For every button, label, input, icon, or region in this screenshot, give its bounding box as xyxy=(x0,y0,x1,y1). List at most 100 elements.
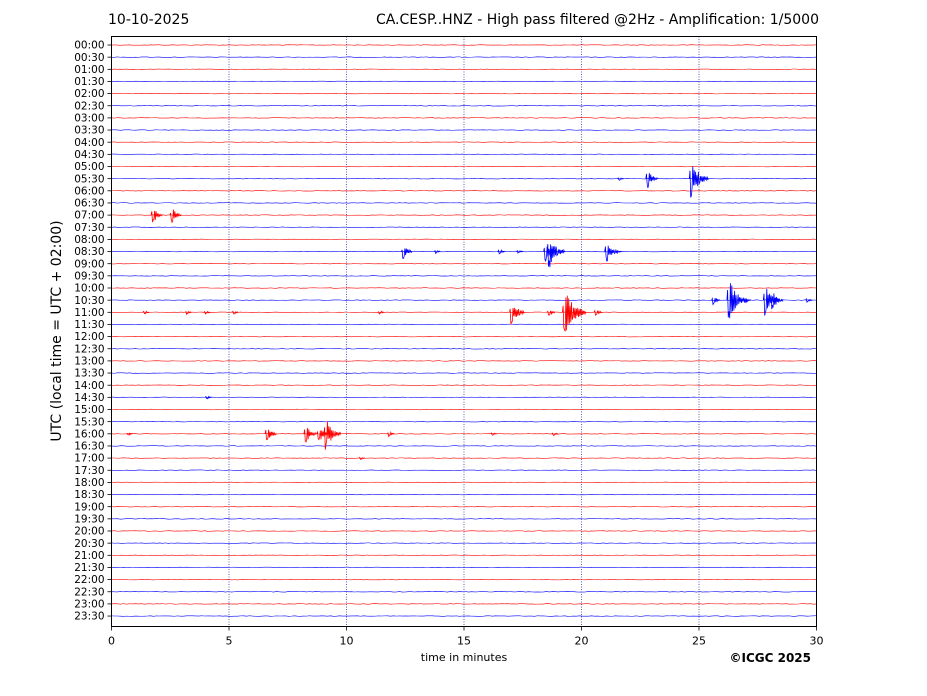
y-tick-label: 14:00 xyxy=(74,380,104,392)
seismic-event xyxy=(323,421,342,450)
trace-row-0200 xyxy=(111,92,817,95)
trace-row-1300 xyxy=(111,360,817,362)
y-tick-label: 13:30 xyxy=(74,368,104,380)
y-tick-label: 09:00 xyxy=(74,258,104,270)
y-tick-label: 14:30 xyxy=(74,392,104,404)
y-tick-label: 04:30 xyxy=(74,149,104,161)
y-tick-label: 10:00 xyxy=(74,283,104,295)
y-tick-label: 03:00 xyxy=(74,113,104,125)
seismic-event xyxy=(203,310,211,315)
y-tick-label: 19:30 xyxy=(74,513,104,525)
seismic-event xyxy=(770,293,784,310)
seismic-event xyxy=(433,249,441,255)
seismic-event xyxy=(711,296,721,306)
x-tick-label: 10 xyxy=(340,635,354,648)
y-tick-label: 23:00 xyxy=(74,599,104,611)
y-tick-label: 00:30 xyxy=(74,52,104,64)
seismic-event xyxy=(184,310,192,316)
x-axis: 0 5 10 15 20 25 30 xyxy=(108,626,824,648)
x-tick-label: 15 xyxy=(457,635,471,648)
y-tick-label: 17:30 xyxy=(74,465,104,477)
seismic-event xyxy=(562,295,586,332)
y-tick-label: 16:00 xyxy=(74,428,104,440)
y-tick-label: 16:30 xyxy=(74,441,104,453)
seismic-event xyxy=(490,432,498,436)
y-tick-label: 02:00 xyxy=(74,88,104,100)
seismic-event xyxy=(617,177,625,181)
trace-row-1630 xyxy=(111,445,817,447)
trace-row-1030 xyxy=(111,299,817,301)
trace-row-0930 xyxy=(111,275,817,277)
y-tick-label: 01:00 xyxy=(74,64,104,76)
y-tick-label: 02:30 xyxy=(74,100,104,112)
y-tick-label: 22:30 xyxy=(74,586,104,598)
seismic-event xyxy=(744,298,752,304)
y-tick-label: 08:30 xyxy=(74,246,104,258)
seismic-event xyxy=(546,244,565,268)
grid-layer xyxy=(228,36,700,627)
seismic-event xyxy=(204,395,212,400)
trace-row-2100 xyxy=(111,554,817,556)
y-tick-label: 22:00 xyxy=(74,574,104,586)
seismic-event xyxy=(604,245,619,262)
copyright-label: ©ICGC 2025 xyxy=(729,651,811,665)
trace-row-1700 xyxy=(111,457,817,459)
seismic-event xyxy=(516,249,524,254)
y-tick-label: 06:00 xyxy=(74,185,104,197)
y-tick-label: 12:00 xyxy=(74,331,104,343)
x-tick-label: 5 xyxy=(226,635,233,648)
y-tick-label: 12:30 xyxy=(74,343,104,355)
seismic-event xyxy=(386,430,395,438)
y-tick-label: 19:00 xyxy=(74,501,104,513)
seismic-event xyxy=(497,249,506,255)
seismic-event xyxy=(303,427,317,443)
y-tick-label: 23:30 xyxy=(74,611,104,623)
y-tick-label: 21:30 xyxy=(74,562,104,574)
trace-row-0900 xyxy=(111,263,817,265)
y-tick-label: 15:00 xyxy=(74,404,104,416)
y-tick-label: 05:00 xyxy=(74,161,104,173)
seismic-event xyxy=(551,432,559,436)
x-tick-label: 25 xyxy=(692,635,706,648)
y-tick-label: 20:00 xyxy=(74,526,104,538)
trace-row-0530 xyxy=(111,178,817,180)
y-tick-label: 07:00 xyxy=(74,210,104,222)
seismic-event xyxy=(264,429,277,441)
y-axis: 00:0000:3001:0001:3002:0002:3003:0003:30… xyxy=(74,40,112,623)
seismic-event xyxy=(726,283,748,319)
seismic-event xyxy=(150,210,163,223)
seismic-event xyxy=(805,297,813,303)
seismic-event xyxy=(688,166,709,198)
trace-row-0230 xyxy=(111,105,817,107)
y-tick-label: 18:30 xyxy=(74,489,104,501)
y-tick-label: 00:00 xyxy=(74,40,104,52)
trace-row-1400 xyxy=(111,384,817,386)
x-axis-label: time in minutes xyxy=(420,651,508,664)
y-tick-label: 21:00 xyxy=(74,550,104,562)
y-tick-label: 04:00 xyxy=(74,137,104,149)
y-tick-label: 01:30 xyxy=(74,76,104,88)
trace-row-1000 xyxy=(111,287,817,289)
y-tick-label: 05:30 xyxy=(74,173,104,185)
seismic-event xyxy=(377,310,385,315)
y-tick-label: 07:30 xyxy=(74,222,104,234)
seismic-event xyxy=(142,310,150,315)
y-tick-label: 03:30 xyxy=(74,125,104,137)
seismic-event xyxy=(126,432,133,436)
y-tick-label: 08:00 xyxy=(74,234,104,246)
x-tick-label: 30 xyxy=(810,635,824,648)
x-tick-label: 20 xyxy=(575,635,589,648)
trace-row-0300 xyxy=(111,117,817,119)
trace-row-1600 xyxy=(111,433,817,435)
trace-row-1330 xyxy=(111,372,817,374)
y-tick-label: 17:00 xyxy=(74,453,104,465)
y-tick-label: 11:00 xyxy=(74,307,104,319)
trace-layer xyxy=(111,44,817,617)
seismic-event xyxy=(401,248,413,259)
y-tick-label: 10:30 xyxy=(74,295,104,307)
seismic-event xyxy=(231,310,239,315)
chart-title: CA.CESP..HNZ - High pass filtered @2Hz -… xyxy=(375,12,819,28)
trace-row-1230 xyxy=(111,348,817,350)
seismic-event xyxy=(645,173,659,189)
y-axis-label: UTC (local time = UTC + 02:00) xyxy=(49,220,65,442)
